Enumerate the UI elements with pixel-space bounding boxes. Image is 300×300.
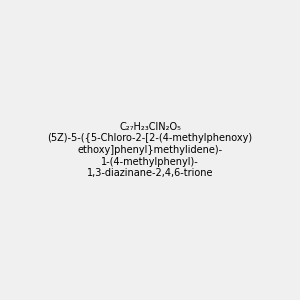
Text: C₂₇H₂₃ClN₂O₅
(5Z)-5-({5-Chloro-2-[2-(4-methylphenoxy)
ethoxy]phenyl}methylidene): C₂₇H₂₃ClN₂O₅ (5Z)-5-({5-Chloro-2-[2-(4-m… xyxy=(47,122,253,178)
